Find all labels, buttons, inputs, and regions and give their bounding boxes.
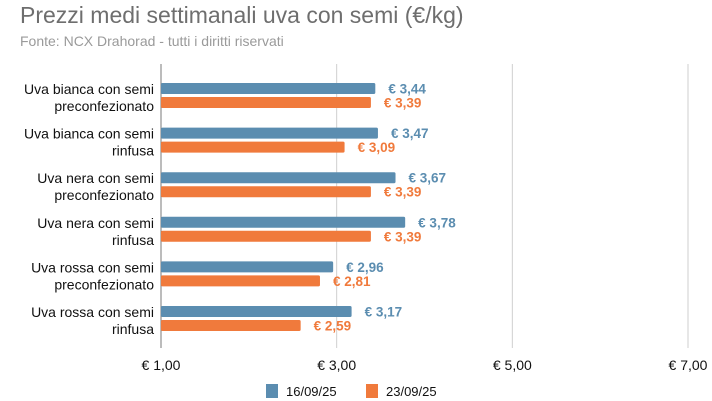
category-label: rinfusa	[112, 232, 154, 248]
bar	[161, 320, 301, 331]
bar	[161, 83, 376, 94]
category-label: Uva nera con semi	[37, 215, 154, 231]
category-label: preconfezionato	[54, 187, 154, 203]
category-label: preconfezionato	[54, 98, 154, 114]
data-label: € 3,44	[388, 82, 426, 97]
data-label: € 3,47	[391, 126, 429, 141]
bar	[161, 216, 406, 228]
category-label: Uva bianca con semi	[24, 126, 154, 142]
legend-label: 16/09/25	[286, 384, 337, 399]
legend-swatch	[366, 384, 378, 398]
category-label: rinfusa	[112, 321, 154, 337]
bar	[161, 97, 371, 108]
bar	[161, 275, 320, 287]
data-label: € 2,59	[314, 319, 352, 334]
chart-title: Prezzi medi settimanali uva con semi (€/…	[20, 2, 464, 28]
bar	[161, 141, 345, 153]
category-label: rinfusa	[112, 143, 154, 159]
chart-subtitle: Fonte: NCX Drahorad - tutti i diritti ri…	[20, 33, 284, 49]
data-label: € 3,09	[358, 140, 396, 155]
category-label: Uva rossa con semi	[31, 304, 154, 320]
bar	[161, 127, 378, 139]
category-label: Uva bianca con semi	[24, 81, 154, 97]
data-label: € 2,96	[346, 260, 384, 275]
legend-swatch	[266, 384, 278, 398]
data-label: € 3,39	[384, 229, 422, 244]
bar	[161, 306, 352, 317]
data-label: € 3,39	[384, 185, 422, 200]
bar	[161, 261, 334, 273]
x-tick-label: € 3,00	[317, 357, 356, 373]
x-tick-label: € 5,00	[493, 357, 532, 373]
x-tick-label: € 1,00	[142, 357, 181, 373]
data-label: € 3,67	[409, 171, 447, 186]
data-label: € 3,39	[384, 96, 422, 111]
data-label: € 3,17	[365, 305, 403, 320]
category-label: Uva rossa con semi	[31, 259, 154, 275]
bar	[161, 186, 371, 198]
legend-label: 23/09/25	[386, 384, 437, 399]
x-tick-label: € 7,00	[669, 357, 708, 373]
bar	[161, 172, 396, 184]
data-label: € 3,78	[418, 215, 456, 230]
bar	[161, 230, 371, 242]
data-label: € 2,81	[333, 274, 371, 289]
category-label: Uva nera con semi	[37, 170, 154, 186]
category-label: preconfezionato	[54, 276, 154, 292]
